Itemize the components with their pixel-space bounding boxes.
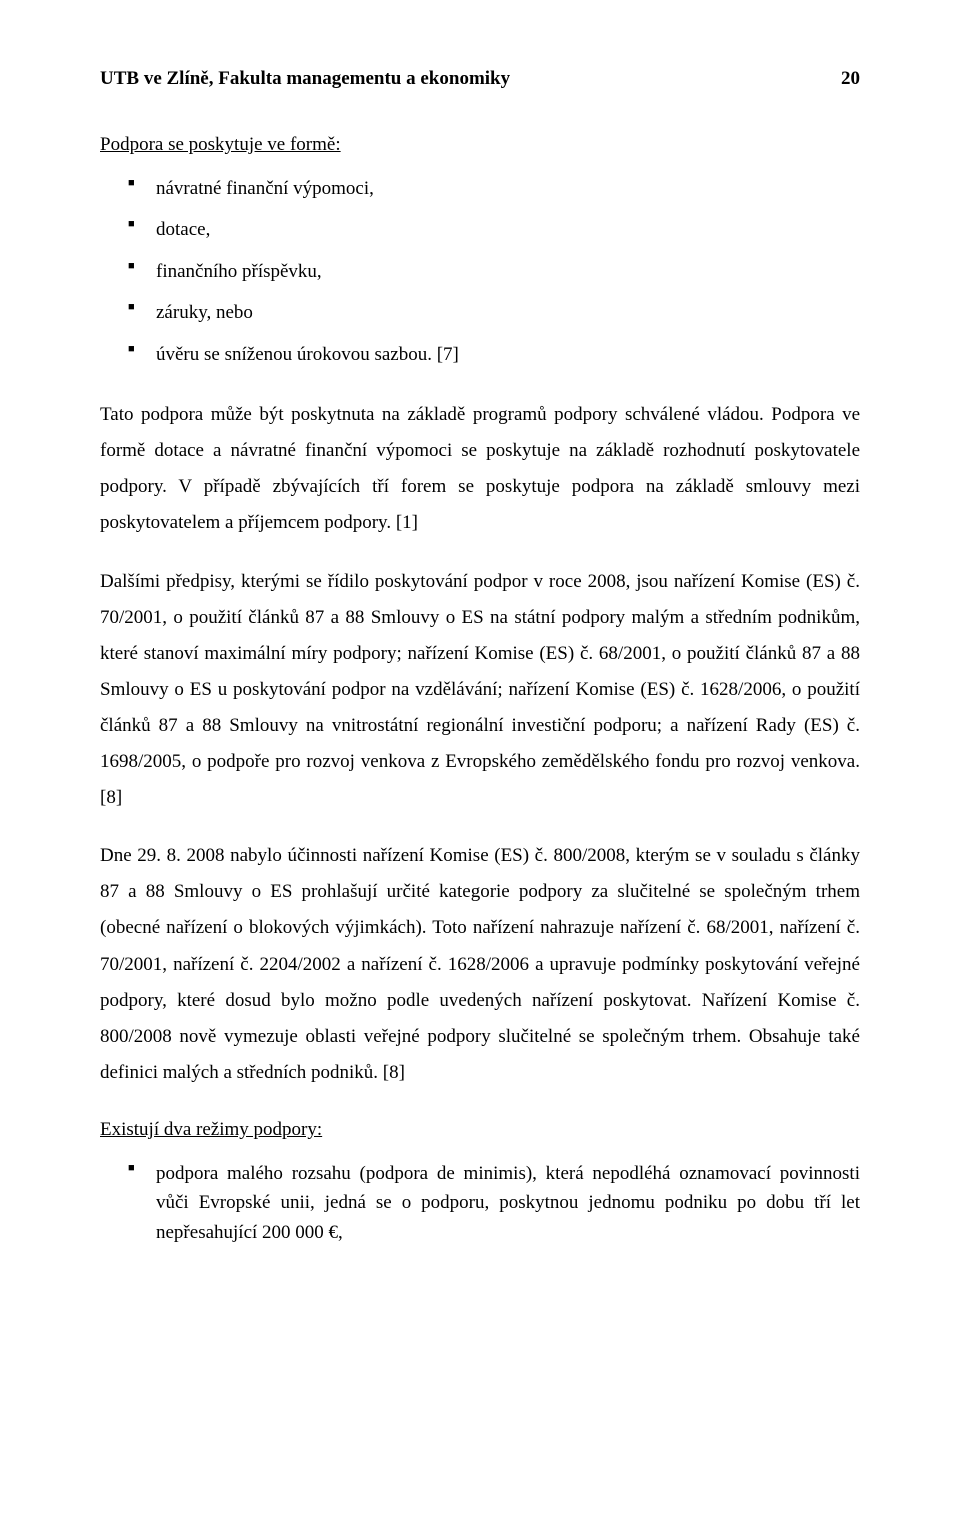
page: UTB ve Zlíně, Fakulta managementu a ekon…	[0, 0, 960, 1535]
list-item: podpora malého rozsahu (podpora de minim…	[100, 1159, 860, 1247]
list-item: úvěru se sníženou úrokovou sazbou. [7]	[100, 340, 860, 369]
list-item: návratné finanční výpomoci,	[100, 174, 860, 203]
header-left: UTB ve Zlíně, Fakulta managementu a ekon…	[100, 68, 510, 90]
body-paragraph: Dalšími předpisy, kterými se řídilo posk…	[100, 564, 860, 817]
section-subhead: Existují dva režimy podpory:	[100, 1119, 860, 1141]
body-paragraph: Tato podpora může být poskytnuta na zákl…	[100, 397, 860, 541]
section-intro: Podpora se poskytuje ve formě:	[100, 134, 860, 156]
bullet-list-forms: návratné finanční výpomoci, dotace, fina…	[100, 174, 860, 369]
bullet-list-regimes: podpora malého rozsahu (podpora de minim…	[100, 1159, 860, 1247]
running-header: UTB ve Zlíně, Fakulta managementu a ekon…	[100, 68, 860, 90]
body-paragraph: Dne 29. 8. 2008 nabylo účinnosti nařízen…	[100, 838, 860, 1091]
list-item: záruky, nebo	[100, 298, 860, 327]
list-item: finančního příspěvku,	[100, 257, 860, 286]
list-item: dotace,	[100, 215, 860, 244]
page-number: 20	[841, 68, 860, 90]
